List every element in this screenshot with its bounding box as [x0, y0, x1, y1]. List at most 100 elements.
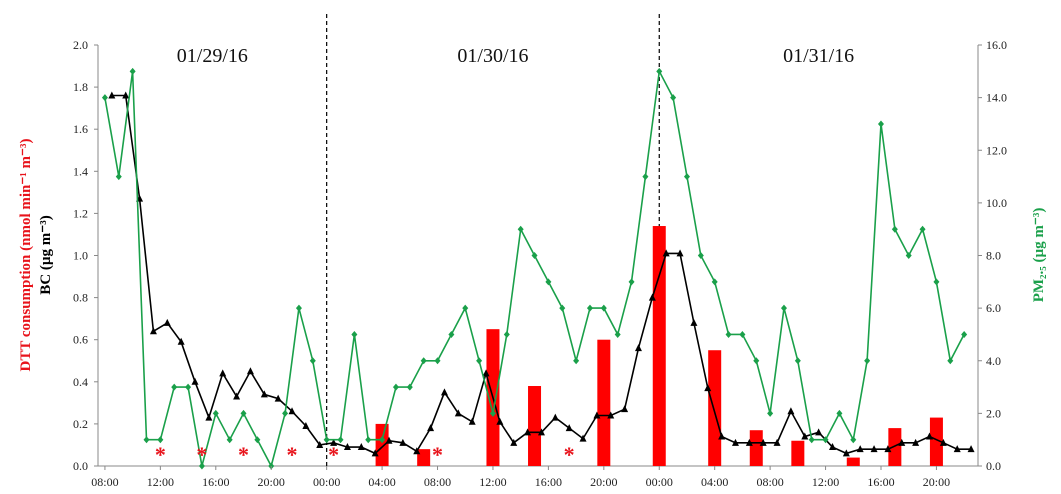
- x-tick-label: 12:00: [812, 475, 839, 489]
- left-tick-label: 0.2: [73, 417, 88, 431]
- bc-point: [828, 443, 836, 451]
- bc-point: [898, 438, 906, 446]
- left-axis-title-bc: BC (µg m⁻³): [38, 215, 54, 294]
- bc-point: [593, 411, 601, 419]
- x-tick-label: 00:00: [313, 475, 340, 489]
- bc-point: [690, 318, 698, 326]
- bc-point: [718, 432, 726, 440]
- date-label: 01/30/16: [457, 45, 528, 67]
- x-tick-label: 16:00: [867, 475, 894, 489]
- right-tick-label: 16.0: [986, 38, 1007, 52]
- pm25-point: [753, 357, 760, 365]
- pm25-point: [420, 357, 427, 365]
- pm25-point: [212, 409, 219, 417]
- left-tick-label: 1.0: [73, 249, 88, 263]
- x-tick-label: 08:00: [91, 475, 118, 489]
- bc-point: [385, 436, 393, 444]
- bc-point: [537, 428, 545, 436]
- pm25-point: [947, 357, 954, 365]
- dtt-bar: [708, 350, 722, 466]
- left-tick-label: 0.6: [73, 333, 88, 347]
- left-axis-title-bc-text: BC (µg m⁻³): [38, 215, 54, 294]
- pm25-point: [531, 252, 538, 259]
- x-tick-label: 20:00: [590, 475, 617, 489]
- pm25-point: [767, 409, 774, 417]
- right-tick-label: 12.0: [986, 143, 1007, 157]
- x-tick-label: 12:00: [479, 475, 506, 489]
- bc-point: [219, 369, 227, 377]
- pm25-point: [171, 383, 178, 391]
- bc-point: [108, 91, 116, 99]
- bc-point: [676, 249, 684, 257]
- pm25-series: [101, 67, 968, 470]
- bc-point: [967, 445, 975, 453]
- left-tick-label: 1.4: [73, 164, 88, 178]
- pm25-point: [392, 383, 399, 391]
- star-marker: *: [196, 442, 207, 467]
- pm25-point: [642, 173, 649, 181]
- pm25-point: [503, 330, 510, 338]
- pm25-point: [573, 357, 580, 365]
- pm25-point: [434, 357, 441, 365]
- axes: 0.0 0.2 0.4 0.6 0.8 1.0 1.2 1.4 1.6 1.8 2.0 0.0 2.0 4…: [73, 38, 1007, 489]
- bc-point: [191, 377, 199, 385]
- bc-point: [330, 438, 338, 446]
- x-tick-label: 20:00: [258, 475, 285, 489]
- bc-point: [648, 293, 656, 301]
- bc-point: [731, 438, 739, 446]
- pm25-point: [462, 304, 469, 312]
- star-markers: * * * * * * *: [155, 442, 575, 467]
- bc-point: [399, 438, 407, 446]
- x-tick-label: 00:00: [646, 475, 673, 489]
- pm25-point: [905, 252, 912, 259]
- date-label: 01/29/16: [177, 45, 248, 67]
- pm25-point: [919, 225, 926, 233]
- x-tick-label: 20:00: [923, 475, 950, 489]
- pm25-point: [254, 436, 261, 444]
- dtt-bar: [417, 449, 431, 466]
- bc-point: [482, 369, 490, 377]
- bc-point: [815, 428, 823, 436]
- bc-point: [260, 390, 268, 398]
- star-marker: *: [564, 442, 575, 467]
- star-marker: *: [432, 442, 443, 467]
- bc-point: [496, 417, 504, 425]
- bc-point: [163, 318, 171, 326]
- bc-point: [122, 91, 130, 99]
- pm25-point: [240, 409, 247, 417]
- bc-point: [357, 443, 365, 451]
- star-marker: *: [287, 442, 298, 467]
- pm25-point: [226, 436, 233, 444]
- left-tick-label: 1.2: [73, 206, 88, 220]
- pm25-point: [725, 330, 732, 338]
- bc-point: [440, 388, 448, 396]
- date-labels: 01/29/16 01/30/16 01/31/16: [177, 45, 854, 67]
- dtt-bar: [791, 440, 805, 466]
- right-tick-label: 2.0: [986, 406, 1001, 420]
- pm25-point: [780, 304, 787, 312]
- pm25-point: [891, 225, 898, 233]
- bc-point: [801, 432, 809, 440]
- pm25-point: [670, 94, 677, 102]
- bc-point: [510, 438, 518, 446]
- pm25-point: [129, 67, 136, 75]
- pm25-point: [850, 436, 857, 444]
- x-tick-label: 08:00: [756, 475, 783, 489]
- bc-point: [246, 367, 254, 375]
- x-tick-label: 04:00: [701, 475, 728, 489]
- pm25-point: [337, 436, 344, 444]
- star-marker: *: [328, 442, 339, 467]
- bc-point: [759, 438, 767, 446]
- right-axis-title: PM₂.₅ (µg m⁻³): [1031, 208, 1047, 303]
- pm25-point: [365, 436, 372, 444]
- bc-point: [745, 438, 753, 446]
- bc-point: [316, 440, 324, 448]
- dtt-bar: [528, 386, 542, 466]
- star-marker: *: [155, 442, 166, 467]
- dtt-bar: [888, 428, 902, 466]
- pm25-point: [864, 357, 871, 365]
- pm25-point: [559, 304, 566, 312]
- star-marker: *: [238, 442, 249, 467]
- bc-point: [634, 344, 642, 352]
